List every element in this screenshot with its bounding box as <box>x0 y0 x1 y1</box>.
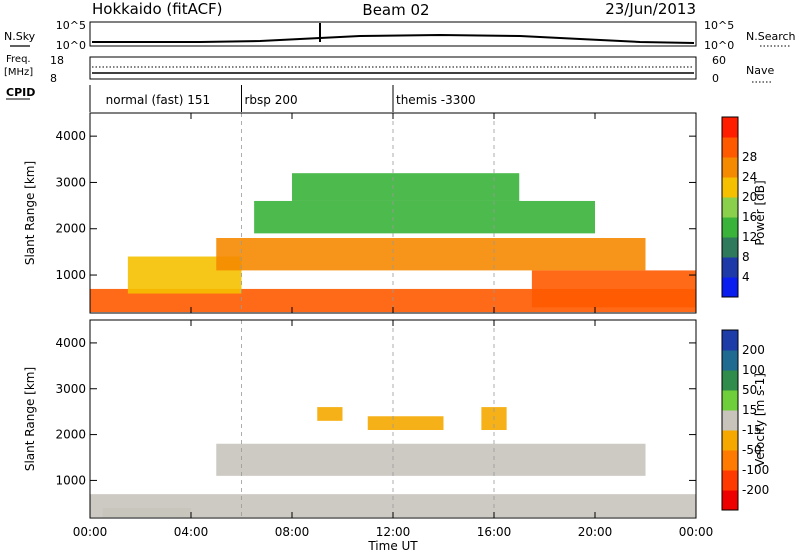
power-colorbar-tick: 8 <box>742 250 750 264</box>
colorbar-swatch <box>722 370 738 391</box>
y-tick-label: 2000 <box>55 428 86 442</box>
freq-label: Freq. <box>6 54 31 65</box>
x-tick-label: 04:00 <box>174 525 209 539</box>
freq-tick-top: 18 <box>50 54 64 67</box>
velocity-colorbar-tick: 50 <box>742 383 757 397</box>
echo-region <box>216 443 646 476</box>
beam-title: Beam 02 <box>362 1 429 19</box>
y-tick-label: 2000 <box>55 222 86 236</box>
freq-tick-bottom: 8 <box>50 72 57 85</box>
echo-region <box>367 416 444 430</box>
velocity-ylabel: Slant Range [km] <box>23 367 37 471</box>
colorbar-swatch <box>722 410 738 431</box>
y-tick-label: 1000 <box>55 268 86 282</box>
colorbar-swatch <box>722 137 738 158</box>
colorbar-swatch <box>722 490 738 511</box>
colorbar-swatch <box>722 157 738 178</box>
x-tick-label: 00:00 <box>73 525 108 539</box>
velocity-colorbar-label: Velocity [m s-1] <box>753 373 767 467</box>
colorbar-frame <box>721 116 739 298</box>
freq-unit: [MHz] <box>4 67 33 78</box>
echo-region <box>216 238 646 271</box>
colorbar-swatch <box>722 430 738 451</box>
velocity-colorbar-tick: -15 <box>742 423 762 437</box>
colorbar-swatch <box>722 390 738 411</box>
colorbar-swatch <box>722 470 738 491</box>
colorbar-swatch <box>722 177 738 198</box>
y-tick-label: 3000 <box>55 175 86 189</box>
power-colorbar-tick: 12 <box>742 230 757 244</box>
nsearch-label: N.Search <box>746 30 796 43</box>
velocity-colorbar: 200 100 50 15 -15 -50 -100 -200 <box>721 329 769 511</box>
echo-region <box>254 200 595 234</box>
nsky-panel <box>89 21 697 47</box>
colorbar-swatch <box>722 197 738 218</box>
velocity-colorbar-tick: 200 <box>742 343 765 357</box>
power-ylabel: Slant Range [km] <box>23 161 37 265</box>
x-tick-label: 08:00 <box>275 525 310 539</box>
power-heatmap <box>90 113 696 313</box>
nsearch-tick-bottom: 10^0 <box>704 39 734 52</box>
x-tick-label: 16:00 <box>477 525 512 539</box>
x-tick-label: 00:00 <box>679 525 714 539</box>
velocity-colorbar-tick: -200 <box>742 483 769 497</box>
nsearch-tick-top: 10^5 <box>704 19 734 32</box>
nave-tick-bottom: 0 <box>712 72 719 85</box>
nsky-label: N.Sky <box>4 30 36 43</box>
freq-panel <box>89 56 697 80</box>
colorbar-swatch <box>722 277 738 298</box>
velocity-colorbar-tick: 100 <box>742 363 765 377</box>
echo-region <box>531 270 696 308</box>
power-colorbar-tick: 24 <box>742 170 757 184</box>
echo-region <box>317 407 343 421</box>
y-tick-label: 1000 <box>55 473 86 487</box>
cpid-segment-label: rbsp 200 <box>245 93 298 107</box>
cpid-panel: normal (fast) 151 rbsp 200 themis -3300 <box>89 85 476 112</box>
power-colorbar-label: Power [dB] <box>753 180 767 245</box>
echo-region <box>102 507 191 518</box>
velocity-heatmap <box>90 320 696 518</box>
cpid-segment-label: normal (fast) 151 <box>106 93 210 107</box>
power-colorbar-tick: 20 <box>742 190 757 204</box>
colorbar-swatch <box>722 330 738 351</box>
colorbar-swatch <box>722 217 738 238</box>
axes: 00:00 04:00 08:00 12:00 16:00 20:00 00:00 1000 2… <box>55 113 713 539</box>
station-title: Hokkaido (fitACF) <box>92 0 223 18</box>
nsky-tick-bottom: 10^0 <box>56 39 86 52</box>
power-colorbar-tick: 28 <box>742 150 757 164</box>
nsky-trace <box>92 33 695 44</box>
colorbar-swatch <box>722 117 738 138</box>
power-colorbar-tick: 16 <box>742 210 757 224</box>
colorbar-swatch <box>722 237 738 258</box>
nsky-tick-top: 10^5 <box>56 19 86 32</box>
velocity-colorbar-tick: -50 <box>742 443 762 457</box>
x-tick-label: 20:00 <box>578 525 613 539</box>
nave-tick-top: 60 <box>712 54 726 67</box>
x-axis-label: Time UT <box>367 539 418 553</box>
y-tick-label: 3000 <box>55 382 86 396</box>
y-tick-label: 4000 <box>55 129 86 143</box>
colorbar-frame <box>721 329 739 511</box>
colorbar-swatch <box>722 350 738 371</box>
cpid-segment-label: themis -3300 <box>396 93 476 107</box>
date-title: 23/Jun/2013 <box>605 0 696 18</box>
velocity-colorbar-tick: -100 <box>742 463 769 477</box>
echo-region <box>292 173 520 201</box>
x-tick-label: 12:00 <box>376 525 411 539</box>
velocity-colorbar-tick: 15 <box>742 403 757 417</box>
power-colorbar: 4 8 12 16 20 24 28 <box>721 116 757 298</box>
cpid-label: CPID <box>6 86 35 99</box>
nave-label: Nave <box>746 64 774 77</box>
y-tick-label: 4000 <box>55 336 86 350</box>
power-colorbar-tick: 4 <box>742 270 750 284</box>
colorbar-swatch <box>722 257 738 278</box>
colorbar-swatch <box>722 450 738 471</box>
